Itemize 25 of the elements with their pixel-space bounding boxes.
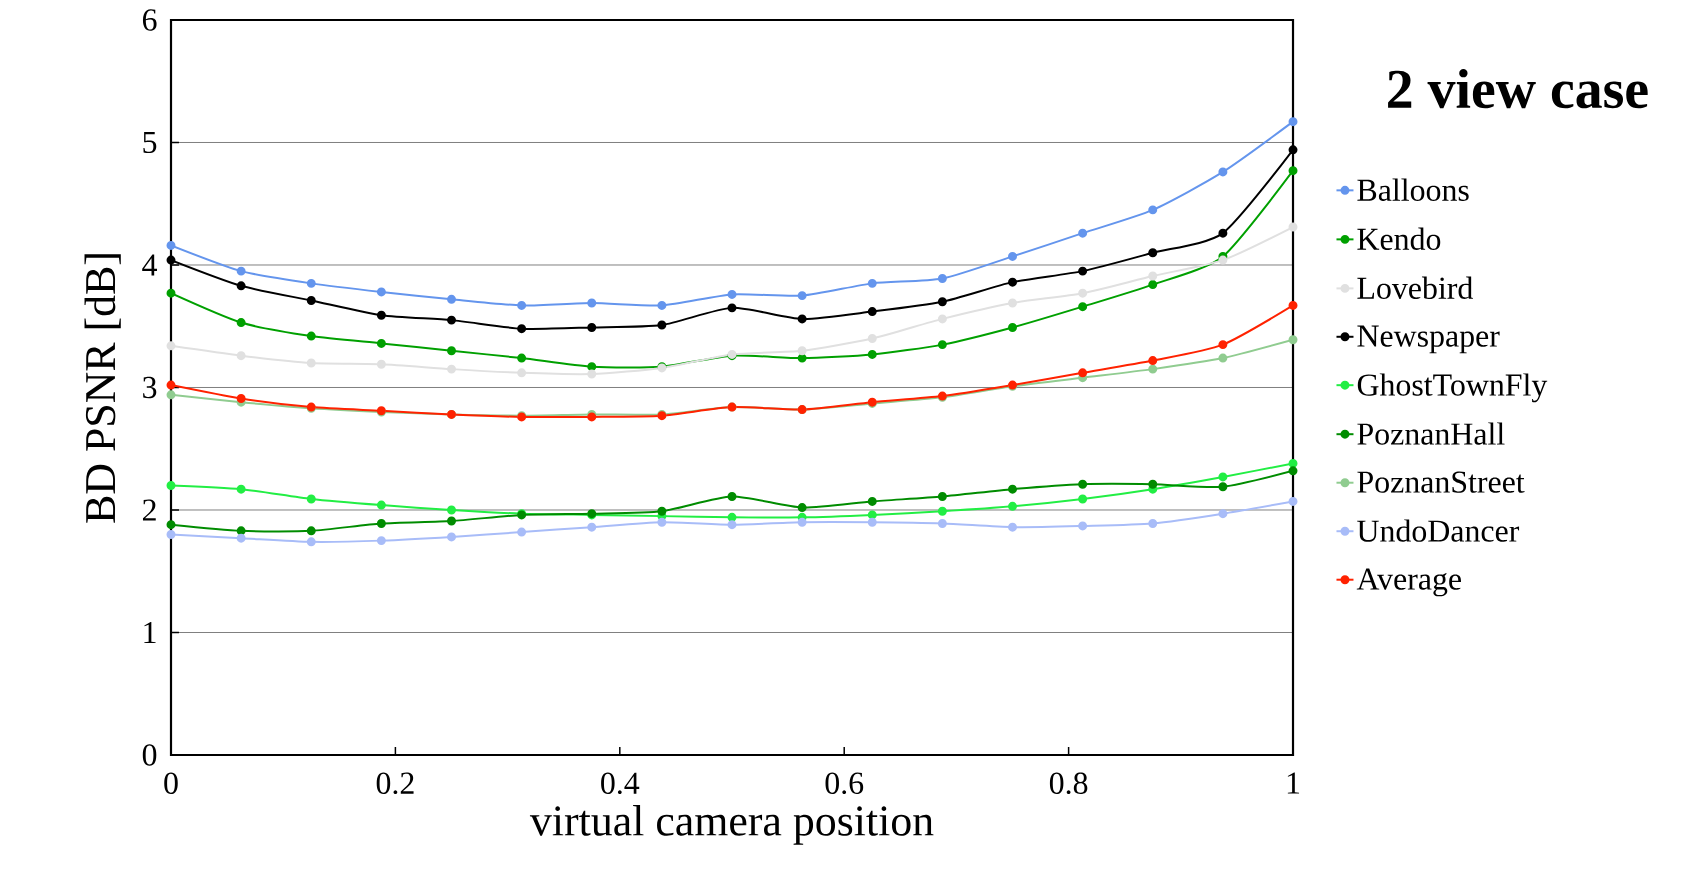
y-axis-title: BD PSNR [dB]: [84, 254, 121, 523]
x-tick-label: 0.6: [825, 772, 864, 795]
legend-label: Newspaper: [1357, 325, 1500, 354]
y-tick-label: 0: [142, 744, 157, 766]
x-axis-title: virtual camera position: [529, 804, 934, 845]
y-tick-label: 4: [142, 254, 158, 276]
legend-label: Average: [1356, 568, 1461, 597]
legend-label: PoznanStreet: [1357, 471, 1525, 493]
legend-label: Kendo: [1357, 227, 1441, 250]
y-tick-label: 5: [143, 131, 157, 154]
y-tick-label: 6: [142, 9, 157, 31]
legend-label: Lovebird: [1357, 276, 1473, 300]
x-tick-label: 1: [1287, 772, 1300, 794]
x-tick-label: 0.8: [1049, 772, 1088, 795]
x-tick-label: 0.2: [376, 772, 414, 795]
text: 2 view case: [1388, 68, 1648, 109]
y-tick-label: 2: [142, 499, 156, 521]
legend-label: GhostTownFly: [1357, 373, 1548, 403]
x-tick-label: 0.4: [601, 772, 640, 795]
legend-label: PoznanHall: [1357, 422, 1505, 445]
y-tick-label: 1: [144, 621, 156, 644]
legend-label: UndoDancer: [1357, 519, 1520, 542]
legend-label: Balloons: [1357, 178, 1469, 201]
y-tick-label: 3: [143, 376, 157, 399]
x-tick-label: 0: [164, 772, 178, 794]
